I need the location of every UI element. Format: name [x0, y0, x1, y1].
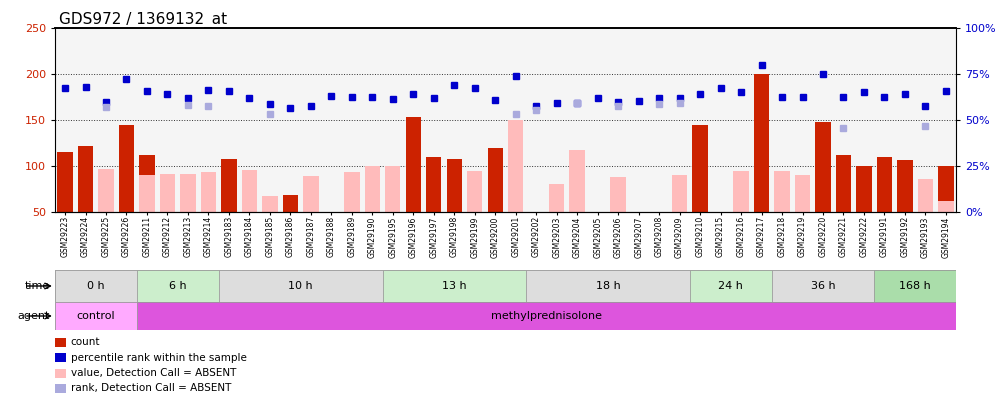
Bar: [549, 184, 565, 212]
Text: 168 h: 168 h: [899, 281, 931, 291]
Bar: [488, 147, 503, 212]
Text: control: control: [77, 311, 116, 321]
Bar: [180, 174, 195, 212]
Text: 0 h: 0 h: [87, 281, 105, 291]
Bar: [405, 117, 421, 212]
Bar: [55, 270, 136, 302]
Text: 13 h: 13 h: [442, 281, 466, 291]
Bar: [692, 125, 708, 212]
Bar: [426, 157, 441, 212]
Bar: [345, 172, 360, 212]
Bar: [816, 122, 831, 212]
Bar: [876, 157, 892, 212]
Bar: [672, 175, 687, 212]
Bar: [242, 170, 257, 212]
Bar: [303, 176, 319, 212]
Bar: [139, 175, 154, 212]
Bar: [99, 169, 114, 212]
Bar: [262, 196, 278, 212]
Bar: [874, 270, 956, 302]
Text: percentile rank within the sample: percentile rank within the sample: [71, 353, 247, 362]
Bar: [526, 270, 690, 302]
Bar: [917, 179, 933, 212]
Bar: [508, 120, 523, 212]
Bar: [55, 302, 136, 330]
Text: value, Detection Call = ABSENT: value, Detection Call = ABSENT: [71, 368, 236, 378]
Text: GDS972 / 1369132_at: GDS972 / 1369132_at: [60, 12, 227, 28]
Bar: [774, 171, 790, 212]
Bar: [690, 270, 772, 302]
Bar: [446, 159, 462, 212]
Text: count: count: [71, 337, 101, 347]
Bar: [136, 270, 219, 302]
Bar: [139, 155, 154, 212]
Bar: [119, 125, 134, 212]
Bar: [611, 177, 625, 212]
Bar: [938, 201, 953, 212]
Bar: [772, 270, 874, 302]
Bar: [938, 166, 953, 212]
Bar: [570, 150, 585, 212]
Bar: [201, 173, 216, 212]
Text: time: time: [25, 281, 50, 291]
Bar: [857, 166, 872, 212]
Bar: [836, 155, 852, 212]
Bar: [754, 74, 769, 212]
Bar: [385, 166, 400, 212]
Text: methylprednisolone: methylprednisolone: [491, 311, 602, 321]
Text: agent: agent: [17, 311, 50, 321]
Text: 10 h: 10 h: [288, 281, 313, 291]
Bar: [897, 160, 912, 212]
Bar: [58, 152, 73, 212]
Text: rank, Detection Call = ABSENT: rank, Detection Call = ABSENT: [71, 384, 231, 393]
Bar: [221, 159, 237, 212]
Bar: [159, 174, 175, 212]
Bar: [365, 166, 380, 212]
Text: 18 h: 18 h: [596, 281, 621, 291]
Bar: [733, 171, 749, 212]
Text: 36 h: 36 h: [811, 281, 836, 291]
Bar: [795, 175, 810, 212]
Bar: [219, 270, 382, 302]
Text: 6 h: 6 h: [169, 281, 186, 291]
Bar: [283, 194, 298, 212]
Text: 24 h: 24 h: [718, 281, 743, 291]
Bar: [382, 270, 526, 302]
Bar: [467, 171, 482, 212]
Bar: [78, 146, 94, 212]
